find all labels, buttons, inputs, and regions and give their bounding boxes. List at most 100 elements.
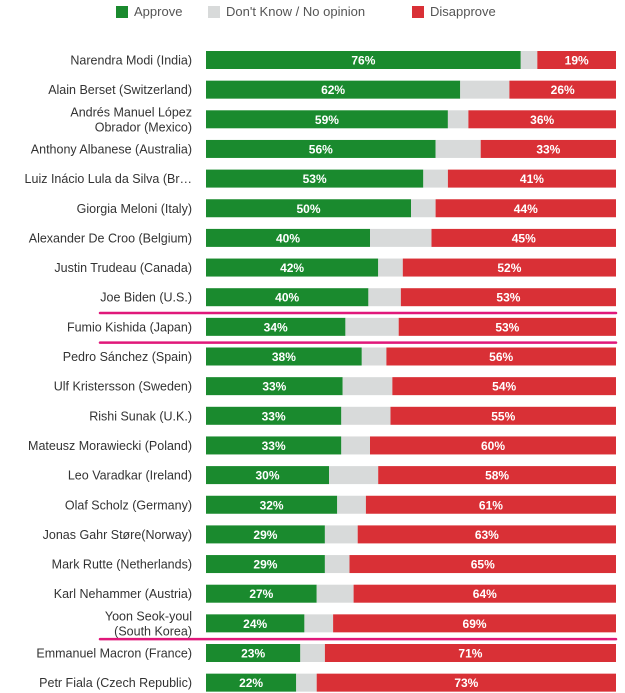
bar-disapprove-emmanuel-macron-france xyxy=(324,644,616,662)
category-label-rishi-sunak-u-k: Rishi Sunak (U.K.) xyxy=(89,409,192,423)
bar-neutral-luiz-inacio-lula-da-silva-br xyxy=(423,169,448,188)
value-label-disapprove-narendra-modi-india: 19% xyxy=(565,54,589,68)
value-label-approve-joe-biden-u-s: 40% xyxy=(275,291,299,305)
value-label-disapprove-emmanuel-macron-france: 71% xyxy=(458,647,482,661)
bar-disapprove-fumio-kishida-japan xyxy=(398,317,616,336)
category-label-jonas-gahr-st-re-norway: Jonas Gahr Støre(Norway) xyxy=(43,528,192,542)
bar-approve-fumio-kishida-japan xyxy=(206,317,346,336)
bar-disapprove-giorgia-meloni-italy xyxy=(435,199,616,218)
value-label-disapprove-rishi-sunak-u-k: 55% xyxy=(491,409,515,423)
bar-neutral-jonas-gahr-st-re-norway xyxy=(324,525,358,544)
value-label-disapprove-yoon-seok-youl-south-korea: 69% xyxy=(463,617,487,631)
bar-neutral-emmanuel-macron-france xyxy=(300,644,325,662)
value-label-disapprove-joe-biden-u-s: 53% xyxy=(496,291,520,305)
value-label-approve-jonas-gahr-st-re-norway: 29% xyxy=(253,528,277,542)
category-label-yoon-seok-youl-south-korea: Yoon Seok-youl (South Korea) xyxy=(105,609,192,638)
legend-item-disapprove: Disapprove xyxy=(412,4,496,19)
value-label-approve-luiz-inacio-lula-da-silva-br: 53% xyxy=(303,172,327,186)
value-label-disapprove-anthony-albanese-australia: 33% xyxy=(536,142,560,156)
bar-neutral-leo-varadkar-ireland xyxy=(329,466,379,485)
bar-neutral-olaf-scholz-germany xyxy=(337,495,366,514)
bar-approve-petr-fiala-czech-republic xyxy=(206,673,297,692)
category-label-alexander-de-croo-belgium: Alexander De Croo (Belgium) xyxy=(29,231,192,245)
value-label-approve-mateusz-morawiecki-poland: 33% xyxy=(262,439,286,453)
value-label-disapprove-olaf-scholz-germany: 61% xyxy=(479,498,503,512)
value-label-approve-andres-manuel-lopez-obrador-mexico: 59% xyxy=(315,113,339,127)
bar-approve-anthony-albanese-australia xyxy=(206,139,436,158)
category-label-andres-manuel-lopez-obrador-mexico: Andrés Manuel López Obrador (Mexico) xyxy=(70,105,192,134)
category-label-ulf-kristersson-sweden: Ulf Kristersson (Sweden) xyxy=(54,380,192,394)
bar-disapprove-joe-biden-u-s xyxy=(400,288,616,307)
value-label-disapprove-petr-fiala-czech-republic: 73% xyxy=(454,676,478,690)
bar-disapprove-petr-fiala-czech-republic xyxy=(316,673,616,692)
bar-disapprove-mark-rutte-netherlands xyxy=(349,555,616,574)
bar-disapprove-mateusz-morawiecki-poland xyxy=(370,436,616,455)
bar-approve-alain-berset-switzerland xyxy=(206,80,461,99)
category-label-anthony-albanese-australia: Anthony Albanese (Australia) xyxy=(31,142,192,156)
bar-neutral-andres-manuel-lopez-obrador-mexico xyxy=(447,110,469,129)
value-label-disapprove-fumio-kishida-japan: 53% xyxy=(495,320,519,334)
value-label-disapprove-andres-manuel-lopez-obrador-mexico: 36% xyxy=(530,113,554,127)
value-label-disapprove-luiz-inacio-lula-da-silva-br: 41% xyxy=(520,172,544,186)
bar-approve-mark-rutte-netherlands xyxy=(206,555,325,574)
value-label-disapprove-karl-nehammer-austria: 64% xyxy=(473,587,497,601)
bar-approve-giorgia-meloni-italy xyxy=(206,199,411,218)
legend-label-disapprove: Disapprove xyxy=(430,4,496,19)
bar-disapprove-andres-manuel-lopez-obrador-mexico xyxy=(468,110,616,129)
value-label-disapprove-alain-berset-switzerland: 26% xyxy=(551,83,575,97)
value-label-disapprove-giorgia-meloni-italy: 44% xyxy=(514,202,538,216)
bar-neutral-rishi-sunak-u-k xyxy=(341,406,391,425)
bar-neutral-narendra-modi-india xyxy=(520,51,538,69)
bar-disapprove-justin-trudeau-canada xyxy=(402,258,616,277)
value-label-disapprove-jonas-gahr-st-re-norway: 63% xyxy=(475,528,499,542)
value-label-approve-petr-fiala-czech-republic: 22% xyxy=(239,676,263,690)
bar-disapprove-alain-berset-switzerland xyxy=(509,80,616,99)
value-label-approve-fumio-kishida-japan: 34% xyxy=(264,320,288,334)
value-label-approve-justin-trudeau-canada: 42% xyxy=(280,261,304,275)
bar-approve-justin-trudeau-canada xyxy=(206,258,379,277)
category-label-justin-trudeau-canada: Justin Trudeau (Canada) xyxy=(54,261,192,275)
bar-approve-joe-biden-u-s xyxy=(206,288,369,307)
category-label-petr-fiala-czech-republic: Petr Fiala (Czech Republic) xyxy=(39,676,192,690)
legend: Approve Don't Know / No opinion Disappro… xyxy=(0,4,625,24)
value-label-approve-olaf-scholz-germany: 32% xyxy=(260,498,284,512)
value-label-disapprove-pedro-sanchez-spain: 56% xyxy=(489,350,513,364)
category-label-pedro-sanchez-spain: Pedro Sánchez (Spain) xyxy=(63,350,192,364)
category-label-luiz-inacio-lula-da-silva-br: Luiz Inácio Lula da Silva (Br… xyxy=(25,172,192,186)
category-label-narendra-modi-india: Narendra Modi (India) xyxy=(70,54,192,68)
value-label-disapprove-justin-trudeau-canada: 52% xyxy=(497,261,521,275)
category-label-joe-biden-u-s: Joe Biden (U.S.) xyxy=(100,291,192,305)
legend-label-neutral: Don't Know / No opinion xyxy=(226,4,366,19)
category-label-leo-varadkar-ireland: Leo Varadkar (Ireland) xyxy=(68,469,192,483)
category-label-alain-berset-switzerland: Alain Berset (Switzerland) xyxy=(48,83,192,97)
bar-neutral-mateusz-morawiecki-poland xyxy=(341,436,370,455)
bar-disapprove-pedro-sanchez-spain xyxy=(386,347,616,366)
value-label-approve-alexander-de-croo-belgium: 40% xyxy=(276,231,300,245)
bar-approve-mateusz-morawiecki-poland xyxy=(206,436,342,455)
bar-neutral-justin-trudeau-canada xyxy=(378,258,403,277)
bar-neutral-giorgia-meloni-italy xyxy=(411,199,436,218)
value-label-approve-emmanuel-macron-france: 23% xyxy=(241,647,265,661)
bar-neutral-yoon-seok-youl-south-korea xyxy=(304,614,334,633)
bar-disapprove-narendra-modi-india xyxy=(537,51,616,69)
value-label-approve-yoon-seok-youl-south-korea: 24% xyxy=(243,617,267,631)
value-label-approve-karl-nehammer-austria: 27% xyxy=(249,587,273,601)
bar-disapprove-luiz-inacio-lula-da-silva-br xyxy=(447,169,616,188)
bar-approve-karl-nehammer-austria xyxy=(206,584,317,603)
bar-neutral-mark-rutte-netherlands xyxy=(324,555,350,574)
bar-disapprove-jonas-gahr-st-re-norway xyxy=(357,525,616,544)
value-label-disapprove-ulf-kristersson-sweden: 54% xyxy=(492,380,516,394)
bar-approve-ulf-kristersson-sweden xyxy=(206,377,343,396)
category-label-fumio-kishida-japan: Fumio Kishida (Japan) xyxy=(67,320,192,334)
bar-approve-narendra-modi-india xyxy=(206,51,521,69)
bar-neutral-pedro-sanchez-spain xyxy=(361,347,387,366)
value-label-approve-ulf-kristersson-sweden: 33% xyxy=(262,380,286,394)
value-label-approve-mark-rutte-netherlands: 29% xyxy=(253,558,277,572)
bar-neutral-alain-berset-switzerland xyxy=(460,80,510,99)
bar-approve-olaf-scholz-germany xyxy=(206,495,338,514)
category-label-mateusz-morawiecki-poland: Mateusz Morawiecki (Poland) xyxy=(28,439,192,453)
value-label-disapprove-leo-varadkar-ireland: 58% xyxy=(485,469,509,483)
bar-approve-alexander-de-croo-belgium xyxy=(206,228,370,247)
bar-approve-jonas-gahr-st-re-norway xyxy=(206,525,325,544)
